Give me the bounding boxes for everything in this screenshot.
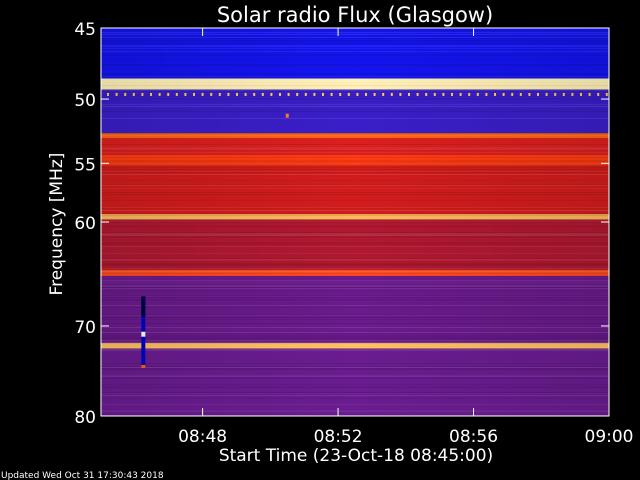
side-fade [101,28,609,416]
x-tick-label: 08:56 [449,427,498,447]
x-tick-label: 08:48 [178,427,227,447]
y-tick-label: 50 [74,91,96,111]
x-axis-label: Start Time (23-Oct-18 08:45:00) [219,446,493,466]
y-tick-label: 80 [74,408,96,428]
updated-footer: Updated Wed Oct 31 17:30:43 2018 [1,471,164,480]
x-tick-label: 09:00 [585,427,634,447]
y-tick-label: 55 [74,155,96,175]
x-tick-label: 08:52 [314,427,363,447]
plot-area [100,27,610,417]
chart-title: Solar radio Flux (Glasgow) [217,3,493,27]
y-axis: 45 50 55 60 70 80 [74,20,609,428]
x-axis: 08:48 08:52 08:56 09:00 [178,28,634,447]
y-axis-label: Frequency [MHz] [47,153,67,296]
y-tick-label: 60 [74,214,96,234]
y-tick-label: 45 [74,20,96,40]
y-tick-label: 70 [74,318,96,338]
